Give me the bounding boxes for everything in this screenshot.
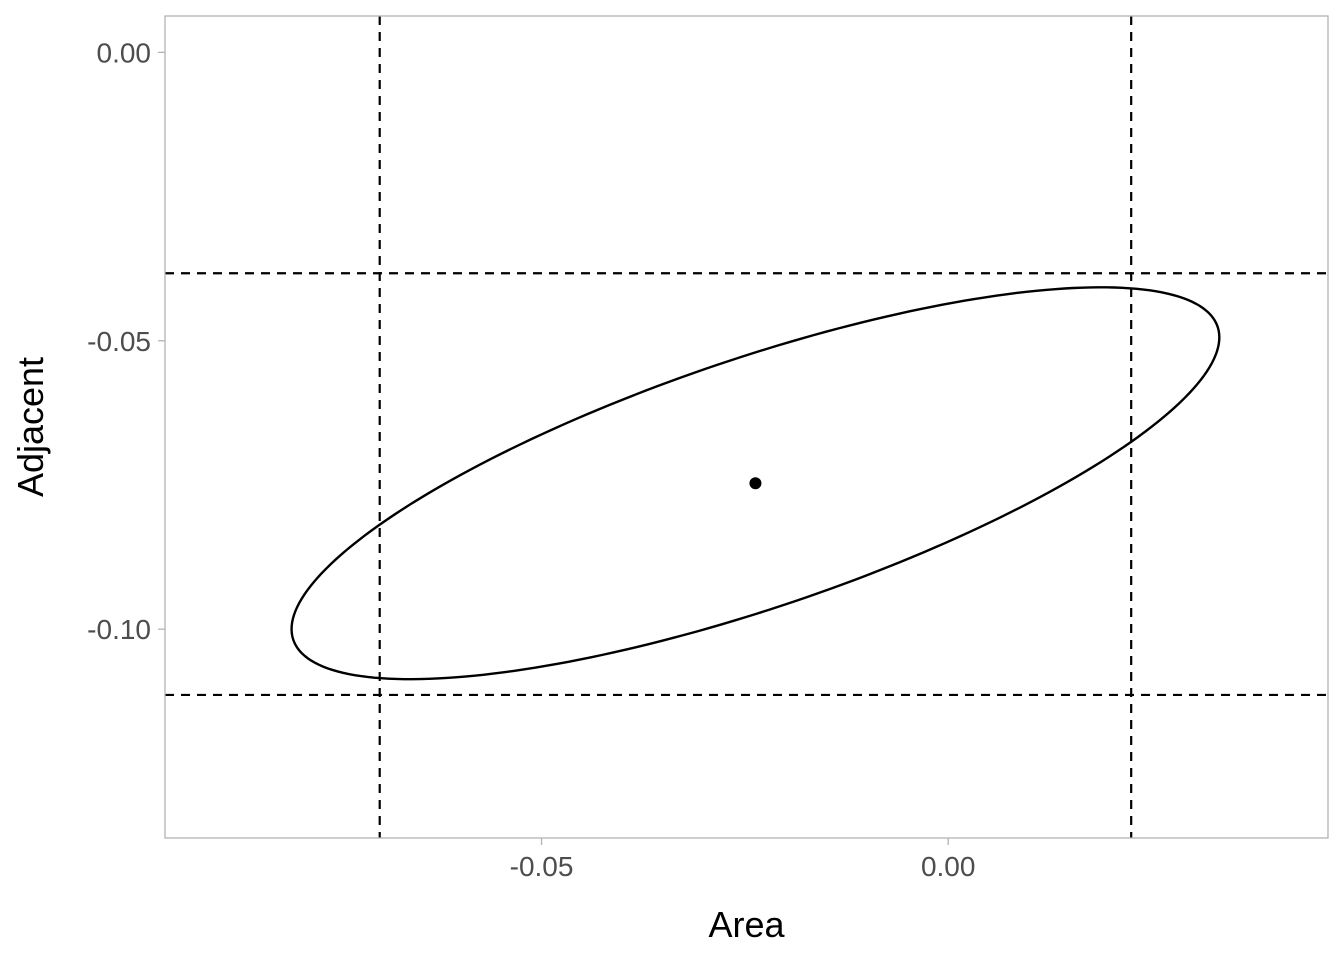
confidence-ellipse: [290, 286, 1221, 681]
axis-labels: -0.05 0.00 0.00 -0.05 -0.10: [87, 37, 975, 882]
x-tick-label: 0.00: [921, 851, 976, 882]
x-axis-title: Area: [708, 904, 785, 945]
x-tick-label: -0.05: [510, 851, 574, 882]
y-tick-label: -0.05: [87, 326, 151, 357]
axis-ticks: [158, 51, 949, 845]
plot-area: [165, 16, 1328, 838]
panel-border: [164, 15, 1329, 839]
data-point: [749, 477, 762, 490]
y-axis-title: Adjacent: [10, 357, 51, 497]
y-tick-label: 0.00: [97, 37, 152, 68]
y-tick-label: -0.10: [87, 614, 151, 645]
